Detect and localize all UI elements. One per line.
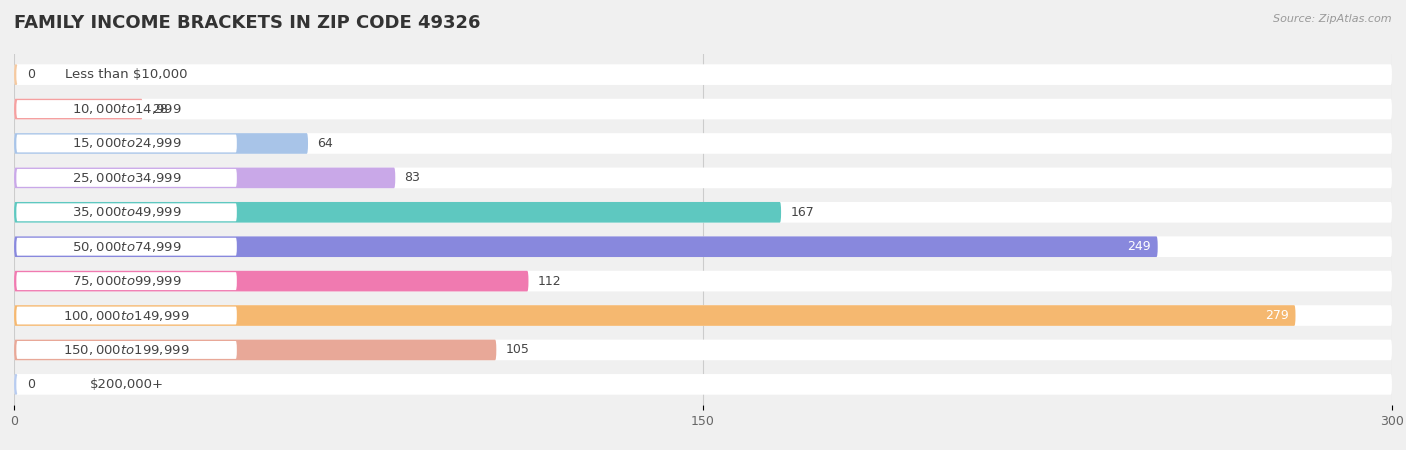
FancyBboxPatch shape bbox=[17, 272, 236, 290]
Text: $100,000 to $149,999: $100,000 to $149,999 bbox=[63, 309, 190, 323]
Text: 167: 167 bbox=[790, 206, 814, 219]
FancyBboxPatch shape bbox=[17, 169, 236, 187]
FancyBboxPatch shape bbox=[14, 374, 1392, 395]
Text: $200,000+: $200,000+ bbox=[90, 378, 163, 391]
Text: 0: 0 bbox=[27, 378, 35, 391]
Text: $15,000 to $24,999: $15,000 to $24,999 bbox=[72, 136, 181, 150]
FancyBboxPatch shape bbox=[14, 340, 1392, 360]
FancyBboxPatch shape bbox=[17, 375, 236, 393]
FancyBboxPatch shape bbox=[14, 271, 1392, 292]
FancyBboxPatch shape bbox=[14, 167, 1392, 188]
Text: Less than $10,000: Less than $10,000 bbox=[65, 68, 188, 81]
FancyBboxPatch shape bbox=[14, 167, 395, 188]
Text: 279: 279 bbox=[1265, 309, 1289, 322]
FancyBboxPatch shape bbox=[17, 66, 236, 84]
FancyBboxPatch shape bbox=[14, 99, 1392, 119]
FancyBboxPatch shape bbox=[14, 133, 1392, 154]
FancyBboxPatch shape bbox=[14, 374, 18, 395]
FancyBboxPatch shape bbox=[14, 99, 142, 119]
Text: $35,000 to $49,999: $35,000 to $49,999 bbox=[72, 205, 181, 219]
FancyBboxPatch shape bbox=[14, 340, 496, 360]
Text: 64: 64 bbox=[318, 137, 333, 150]
FancyBboxPatch shape bbox=[14, 236, 1157, 257]
FancyBboxPatch shape bbox=[17, 135, 236, 153]
FancyBboxPatch shape bbox=[17, 341, 236, 359]
FancyBboxPatch shape bbox=[17, 100, 236, 118]
Text: $10,000 to $14,999: $10,000 to $14,999 bbox=[72, 102, 181, 116]
Text: $75,000 to $99,999: $75,000 to $99,999 bbox=[72, 274, 181, 288]
Text: $50,000 to $74,999: $50,000 to $74,999 bbox=[72, 240, 181, 254]
Text: 105: 105 bbox=[506, 343, 530, 356]
Text: 0: 0 bbox=[27, 68, 35, 81]
Text: Source: ZipAtlas.com: Source: ZipAtlas.com bbox=[1274, 14, 1392, 23]
FancyBboxPatch shape bbox=[14, 202, 1392, 223]
Text: 28: 28 bbox=[152, 103, 167, 116]
Text: 112: 112 bbox=[537, 274, 561, 288]
FancyBboxPatch shape bbox=[17, 203, 236, 221]
FancyBboxPatch shape bbox=[14, 133, 308, 154]
FancyBboxPatch shape bbox=[17, 306, 236, 324]
FancyBboxPatch shape bbox=[14, 271, 529, 292]
FancyBboxPatch shape bbox=[14, 305, 1295, 326]
Text: 249: 249 bbox=[1128, 240, 1152, 253]
FancyBboxPatch shape bbox=[14, 202, 782, 223]
FancyBboxPatch shape bbox=[14, 236, 1392, 257]
FancyBboxPatch shape bbox=[17, 238, 236, 256]
Text: $150,000 to $199,999: $150,000 to $199,999 bbox=[63, 343, 190, 357]
Text: $25,000 to $34,999: $25,000 to $34,999 bbox=[72, 171, 181, 185]
FancyBboxPatch shape bbox=[14, 305, 1392, 326]
Text: 83: 83 bbox=[405, 171, 420, 184]
FancyBboxPatch shape bbox=[14, 64, 18, 85]
Text: FAMILY INCOME BRACKETS IN ZIP CODE 49326: FAMILY INCOME BRACKETS IN ZIP CODE 49326 bbox=[14, 14, 481, 32]
FancyBboxPatch shape bbox=[14, 64, 1392, 85]
